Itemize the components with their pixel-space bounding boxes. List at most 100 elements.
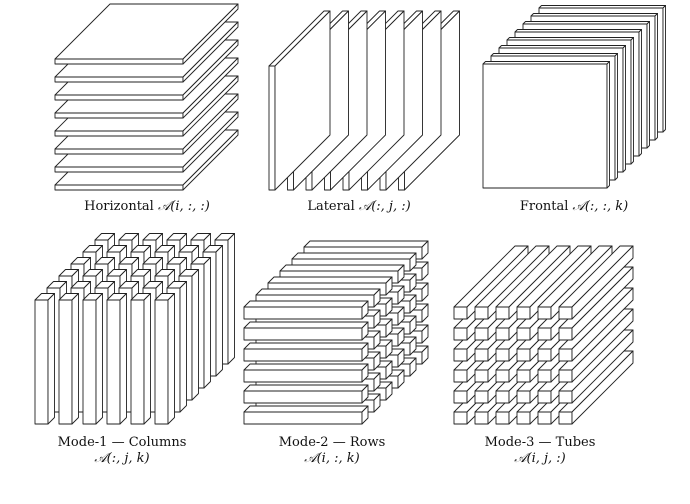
row-fiber-side: [373, 330, 381, 350]
tube-fiber-front: [453, 327, 468, 341]
row-fiber-side: [409, 357, 417, 377]
column-fiber-front: [106, 299, 121, 425]
frontal-slice-top: [498, 45, 626, 49]
row-fiber-top: [243, 300, 369, 308]
frontal-slice-side: [614, 53, 618, 181]
horizontal-caption: Horizontal 𝒜(i, :, :): [84, 199, 210, 215]
row-fiber-side: [421, 324, 429, 344]
row-fiber-top: [303, 240, 429, 248]
tube-fiber-front: [516, 369, 531, 383]
row-fiber-side: [409, 273, 417, 293]
row-fiber-front: [243, 390, 363, 404]
frontal-slice-side: [630, 37, 634, 165]
tube-fiber-side: [571, 245, 634, 320]
row-fiber-side: [361, 405, 369, 425]
row-fiber-side: [361, 342, 369, 362]
row-fiber-side: [385, 276, 393, 296]
horizontal-slice-side: [182, 57, 239, 119]
tube-fiber-front: [558, 327, 573, 341]
row-fiber-top: [243, 321, 369, 329]
horizontal-caption-expr: 𝒜(i, :, :): [157, 199, 210, 214]
mode3-caption: Mode-3 — Tubes 𝒜(i, j, :): [485, 435, 596, 467]
tube-fiber-front: [474, 390, 489, 404]
tube-fiber-front: [558, 390, 573, 404]
lateral-caption-expr: 𝒜(:, j, :): [358, 199, 411, 214]
row-fiber-side: [373, 393, 381, 413]
tube-fiber-front: [495, 306, 510, 320]
horizontal-slice-front: [54, 58, 184, 65]
horizontal-slice-side: [182, 111, 239, 173]
column-fiber-front: [154, 299, 169, 425]
column-fiber-front: [58, 299, 73, 425]
horizontal-slice-side: [182, 21, 239, 83]
tube-fiber-front: [537, 348, 552, 362]
horizontal-slice-side: [182, 3, 239, 65]
tube-fiber-front: [537, 327, 552, 341]
row-fiber-side: [409, 315, 417, 335]
row-fiber-side: [373, 288, 381, 308]
row-fiber-side: [385, 318, 393, 338]
tube-fiber-front: [537, 306, 552, 320]
row-fiber-side: [409, 252, 417, 272]
frontal-slice-top: [490, 53, 618, 57]
lateral-caption: Lateral 𝒜(:, j, :): [307, 199, 410, 215]
tube-fiber-front: [558, 369, 573, 383]
frontal-caption-expr: 𝒜(:, :, k): [572, 199, 629, 214]
frontal-slice-top: [538, 5, 666, 9]
tube-fiber-front: [495, 348, 510, 362]
tube-fiber-front: [495, 369, 510, 383]
tube-fiber-front: [516, 327, 531, 341]
frontal-slice: [482, 61, 610, 189]
row-fiber-front: [243, 348, 363, 362]
tube-fiber-front: [537, 411, 552, 425]
horizontal-slice-side: [182, 93, 239, 155]
tube-fiber-front: [495, 390, 510, 404]
tube-fiber-front: [495, 327, 510, 341]
row-fiber-side: [361, 384, 369, 404]
column-fiber-side: [203, 257, 211, 389]
row-fiber-front: [243, 327, 363, 341]
tube-fiber-side: [571, 287, 634, 362]
mode2-caption: Mode-2 — Rows 𝒜(i, :, k): [279, 435, 386, 467]
lateral-caption-name: Lateral: [307, 199, 355, 214]
frontal-slice-top: [514, 29, 642, 33]
horizontal-slices-figure: [54, 3, 239, 191]
tube-fiber-front: [474, 327, 489, 341]
row-fiber: [243, 300, 369, 320]
row-fiber-top: [243, 342, 369, 350]
row-fiber-side: [361, 321, 369, 341]
column-fiber-side: [167, 293, 175, 425]
row-fiber-side: [373, 351, 381, 371]
row-fiber: [243, 321, 369, 341]
row-fiber-side: [385, 297, 393, 317]
row-fiber-side: [397, 306, 405, 326]
row-fiber-side: [361, 363, 369, 383]
frontal-slice-side: [662, 5, 666, 133]
column-fiber-front: [130, 299, 145, 425]
mode3-tubes-figure: [453, 245, 634, 425]
row-fiber-side: [397, 348, 405, 368]
tube-fiber-front: [516, 306, 531, 320]
tube-fiber-side: [571, 350, 634, 425]
column-fiber-side: [47, 293, 55, 425]
horizontal-slice-side: [182, 39, 239, 101]
tube-fiber-front: [453, 411, 468, 425]
lateral-slice-side: [274, 10, 331, 191]
horizontal-slice-front: [54, 184, 184, 191]
column-fiber: [58, 293, 79, 425]
tube-fiber-front: [537, 369, 552, 383]
frontal-slice-front: [482, 63, 608, 189]
row-fiber: [243, 363, 369, 383]
frontal-slice-side: [646, 21, 650, 149]
lateral-slices-figure: [268, 10, 460, 191]
column-fiber-side: [143, 293, 151, 425]
frontal-slice-top: [530, 13, 658, 17]
frontal-slice-side: [654, 13, 658, 141]
row-fiber: [243, 384, 369, 404]
tube-fiber-front: [516, 411, 531, 425]
horizontal-slice-front: [54, 130, 184, 137]
row-fiber-side: [385, 360, 393, 380]
row-fiber-side: [361, 300, 369, 320]
